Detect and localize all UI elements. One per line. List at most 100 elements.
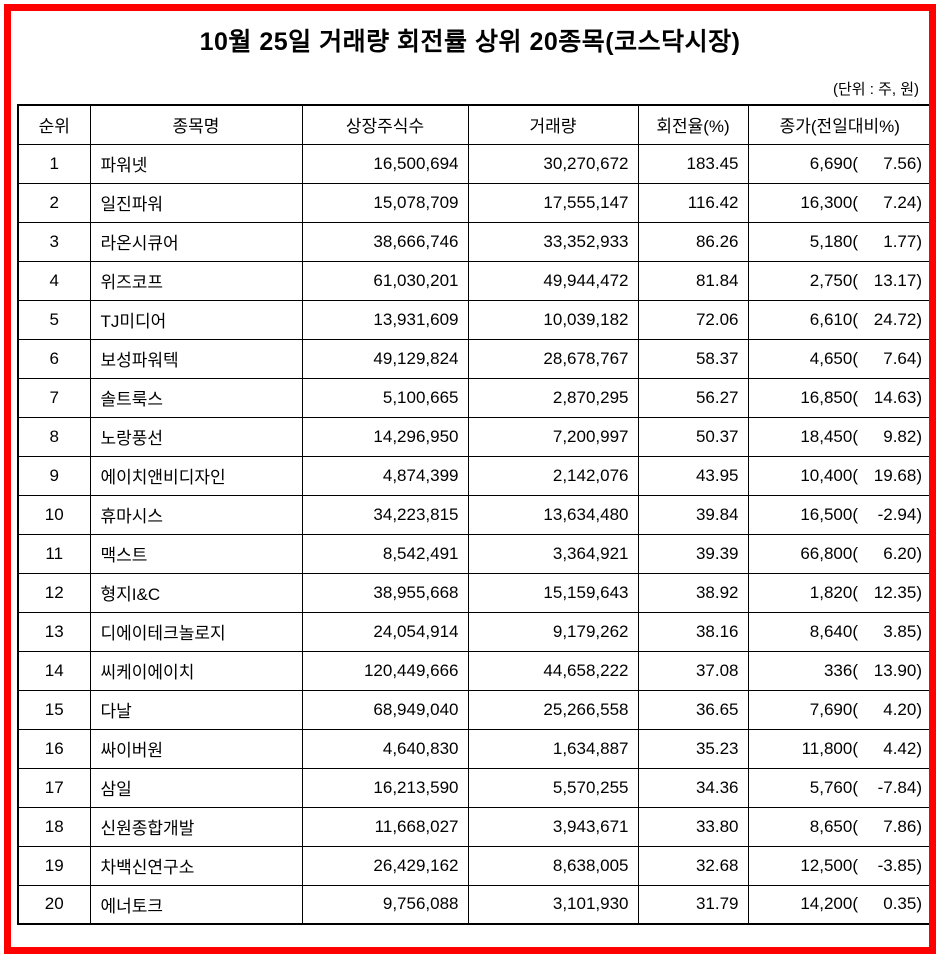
close-price-wrap: 8,640(3.85) (749, 621, 922, 642)
cell-volume: 3,364,921 (467, 533, 639, 574)
close-price-wrap: 11,800(4.42) (749, 738, 922, 759)
cell-close-price: 66,800(6.20) (747, 533, 929, 574)
cell-listed-shares: 26,429,162 (301, 845, 469, 886)
cell-volume: 17,555,147 (467, 182, 639, 223)
cell-rank: 9 (17, 455, 91, 496)
table-row: 15 다날 68,949,040 25,266,558 36.65 7,690(4.20) (17, 689, 929, 730)
cell-rank: 6 (17, 338, 91, 379)
cell-close-price: 6,610(24.72) (747, 299, 929, 340)
cell-turnover: 81.84 (637, 260, 749, 301)
close-change-pct: 19.68) (873, 465, 922, 485)
cell-rank: 13 (17, 611, 91, 652)
cell-volume: 3,943,671 (467, 806, 639, 847)
cell-listed-shares: 34,223,815 (301, 494, 469, 535)
cell-close-price: 7,690( 4.20) (747, 689, 929, 730)
page-title: 10월 25일 거래량 회전률 상위 20종목(코스닥시장) (199, 28, 741, 56)
cell-stock-name: 에이치앤비디자인 (89, 455, 303, 496)
cell-close-price: 8,650(7.86) (747, 806, 929, 847)
cell-turnover: 38.92 (637, 572, 749, 613)
header-rank: 순위 (17, 104, 91, 145)
cell-close-price: 11,800(4.42) (747, 728, 929, 769)
table-row: 18 신원종합개발 11,668,027 3,943,671 33.80 8,650(7.… (17, 806, 929, 847)
close-change-pct: -7.84) (877, 777, 922, 797)
close-change-pct: 13.90) (873, 660, 922, 680)
cell-listed-shares: 4,640,830 (301, 728, 469, 769)
cell-volume: 9,179,262 (467, 611, 639, 652)
close-price-value: 11,800( (801, 738, 858, 758)
cell-turnover: 38.16 (637, 611, 749, 652)
cell-turnover: 36.65 (637, 689, 749, 730)
cell-rank: 1 (17, 143, 91, 184)
close-price-wrap: 12,500(-3.85) (749, 855, 922, 876)
cell-rank: 2 (17, 182, 91, 223)
cell-stock-name: 싸이버원 (89, 728, 303, 769)
close-price-value: 5,760( (809, 777, 858, 797)
cell-turnover: 58.37 (637, 338, 749, 379)
cell-turnover: 32.68 (637, 845, 749, 886)
cell-turnover: 33.80 (637, 806, 749, 847)
header-volume: 거래량 (467, 104, 639, 145)
cell-stock-name: 일진파워 (89, 182, 303, 223)
cell-volume: 1,634,887 (467, 728, 639, 769)
close-price-wrap: 6,690(7.56) (749, 153, 922, 174)
table-row: 2 일진파워 15,078,709 17,555,147 116.42 16,300(7.… (17, 182, 929, 223)
cell-close-price: 1,820(12.35) (747, 572, 929, 613)
cell-close-price: 5,760( -7.84) (747, 767, 929, 808)
close-price-value: 336( (823, 660, 858, 680)
close-price-wrap: 1,820(12.35) (749, 583, 922, 603)
cell-rank: 7 (17, 377, 91, 418)
table-row: 3 라온시큐어 38,666,746 33,352,933 86.26 5,180(1.7… (17, 221, 929, 262)
close-change-pct: 9.82) (883, 426, 922, 446)
close-price-value: 6,690( (809, 153, 858, 173)
table-row: 11 맥스트 8,542,491 3,364,921 39.39 66,800(6.20) (17, 533, 929, 574)
cell-stock-name: 솔트룩스 (89, 377, 303, 418)
close-change-pct: -3.85) (877, 855, 922, 875)
cell-volume: 2,870,295 (467, 377, 639, 418)
cell-volume: 7,200,997 (467, 416, 639, 457)
close-change-pct: -2.94) (877, 504, 922, 524)
close-change-pct: 13.17) (873, 270, 922, 290)
cell-rank: 20 (17, 884, 91, 925)
cell-turnover: 183.45 (637, 143, 749, 184)
close-change-pct: 7.24) (883, 192, 922, 212)
cell-close-price: 8,640(3.85) (747, 611, 929, 652)
close-change-pct: 7.64) (883, 348, 922, 368)
cell-volume: 5,570,255 (467, 767, 639, 808)
close-price-value: 16,300( (800, 192, 858, 212)
cell-volume: 25,266,558 (467, 689, 639, 730)
close-price-value: 18,450( (800, 426, 858, 446)
close-price-value: 8,640( (809, 621, 858, 641)
table-row: 8 노랑풍선 14,296,950 7,200,997 50.37 18,450(9.82… (17, 416, 929, 457)
cell-close-price: 10,400( 19.68) (747, 455, 929, 496)
cell-rank: 11 (17, 533, 91, 574)
close-price-value: 66,800( (800, 543, 858, 563)
close-price-value: 6,610( (809, 309, 858, 329)
cell-rank: 16 (17, 728, 91, 769)
cell-listed-shares: 38,666,746 (301, 221, 469, 262)
close-price-wrap: 336( 13.90) (749, 660, 922, 681)
table-row: 10 휴마시스 34,223,815 13,634,480 39.84 16,500(-2… (17, 494, 929, 535)
cell-turnover: 86.26 (637, 221, 749, 262)
close-price-wrap: 5,760( -7.84) (749, 777, 922, 798)
cell-listed-shares: 15,078,709 (301, 182, 469, 223)
cell-turnover: 35.23 (637, 728, 749, 769)
close-price-value: 5,180( (809, 231, 858, 251)
cell-stock-name: 신원종합개발 (89, 806, 303, 847)
close-price-value: 10,400( (800, 465, 858, 485)
cell-stock-name: 보성파워텍 (89, 338, 303, 379)
cell-close-price: 5,180( 1.77) (747, 221, 929, 262)
close-change-pct: 1.77) (883, 231, 922, 251)
stock-table: 순위 종목명 상장주식수 거래량 회전율(%) 종가(전일대비%) 1 파워넷 16… (17, 104, 929, 925)
cell-turnover: 37.08 (637, 650, 749, 691)
close-price-value: 7,690( (809, 699, 858, 719)
cell-close-price: 2,750(13.17) (747, 260, 929, 301)
close-price-wrap: 14,200(0.35) (749, 894, 922, 914)
close-price-wrap: 6,610(24.72) (749, 309, 922, 330)
cell-rank: 17 (17, 767, 91, 808)
table-row: 1 파워넷 16,500,694 30,270,672 183.45 6,690(7.56… (17, 143, 929, 184)
cell-close-price: 18,450( 9.82) (747, 416, 929, 457)
cell-stock-name: 삼일 (89, 767, 303, 808)
close-change-pct: 4.20) (883, 699, 922, 719)
cell-listed-shares: 8,542,491 (301, 533, 469, 574)
table-row: 7 솔트룩스 5,100,665 2,870,295 56.27 16,850(14.63… (17, 377, 929, 418)
